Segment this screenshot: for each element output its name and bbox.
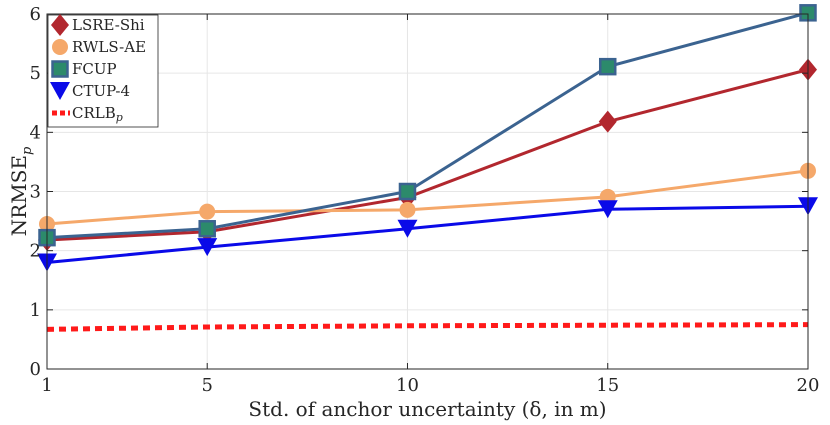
legend-label-fcup: FCUP bbox=[72, 60, 117, 78]
data-point-fcup bbox=[398, 182, 417, 201]
y-tick-label: 2 bbox=[30, 241, 41, 262]
x-tick-label: 20 bbox=[797, 375, 820, 396]
legend-item-fcup: FCUP bbox=[51, 60, 117, 78]
legend: LSRE-Shi RWLS-AE FCUP CTUP-4 CRLBp bbox=[47, 14, 159, 128]
x-tick-label: 5 bbox=[201, 375, 212, 396]
series-fcup bbox=[38, 4, 817, 247]
y-tick-label: 3 bbox=[30, 182, 41, 203]
y-tick-label: 0 bbox=[30, 359, 41, 380]
data-point-rwls-ae bbox=[399, 201, 416, 218]
x-tick-label: 10 bbox=[396, 375, 419, 396]
data-point-ctup-4 bbox=[397, 219, 418, 238]
legend-label-ctup-4: CTUP-4 bbox=[72, 82, 130, 100]
legend-label-crlb: CRLBp bbox=[72, 104, 123, 124]
data-point-ctup-4 bbox=[597, 200, 618, 219]
legend-label-rwls-ae: RWLS-AE bbox=[72, 38, 146, 56]
y-tick-label: 5 bbox=[30, 63, 41, 84]
legend-marker-ctup-4 bbox=[50, 82, 70, 100]
legend-item-lsre-shi: LSRE-Shi bbox=[51, 14, 145, 36]
legend-item-crlb: CRLBp bbox=[52, 104, 123, 124]
data-point-lsre-shi bbox=[598, 110, 617, 133]
legend-label-text: RWLS-AE bbox=[72, 38, 146, 56]
series-ctup-4 bbox=[37, 197, 818, 272]
legend-marker-rwls-ae bbox=[52, 39, 68, 55]
data-point-fcup bbox=[598, 57, 617, 76]
x-tick-label: 1 bbox=[41, 375, 52, 396]
legend-item-rwls-ae: RWLS-AE bbox=[52, 38, 146, 56]
legend-label-text: CTUP-4 bbox=[72, 82, 130, 100]
series-rwls-ae bbox=[39, 162, 816, 233]
x-tick-label: 15 bbox=[596, 375, 619, 396]
y-axis-label-sub: p bbox=[20, 146, 35, 155]
legend-label-text: FCUP bbox=[72, 60, 117, 78]
legend-label-text: LSRE-Shi bbox=[72, 16, 145, 34]
y-axis-label: NRMSEp bbox=[7, 146, 35, 236]
legend-label-lsre-shi: LSRE-Shi bbox=[72, 16, 145, 34]
legend-item-ctup-4: CTUP-4 bbox=[50, 82, 130, 100]
y-tick-label: 6 bbox=[30, 4, 41, 25]
series-line-crlb bbox=[46, 322, 809, 332]
legend-marker-lsre-shi bbox=[51, 14, 69, 36]
legend-label-text: CRLB bbox=[72, 104, 116, 122]
data-point-rwls-ae bbox=[199, 203, 216, 220]
legend-label-subscript: p bbox=[116, 111, 123, 124]
data-point-fcup bbox=[198, 220, 216, 238]
y-axis-label-main: NRMSE bbox=[7, 155, 31, 236]
y-tick-label: 1 bbox=[30, 300, 41, 321]
series-crlb bbox=[46, 322, 809, 332]
x-axis-label: Std. of anchor uncertainty (δ, in m) bbox=[248, 397, 606, 421]
data-point-ctup-4 bbox=[197, 238, 218, 257]
y-tick-label: 4 bbox=[30, 122, 41, 143]
legend-marker-fcup bbox=[51, 60, 69, 78]
